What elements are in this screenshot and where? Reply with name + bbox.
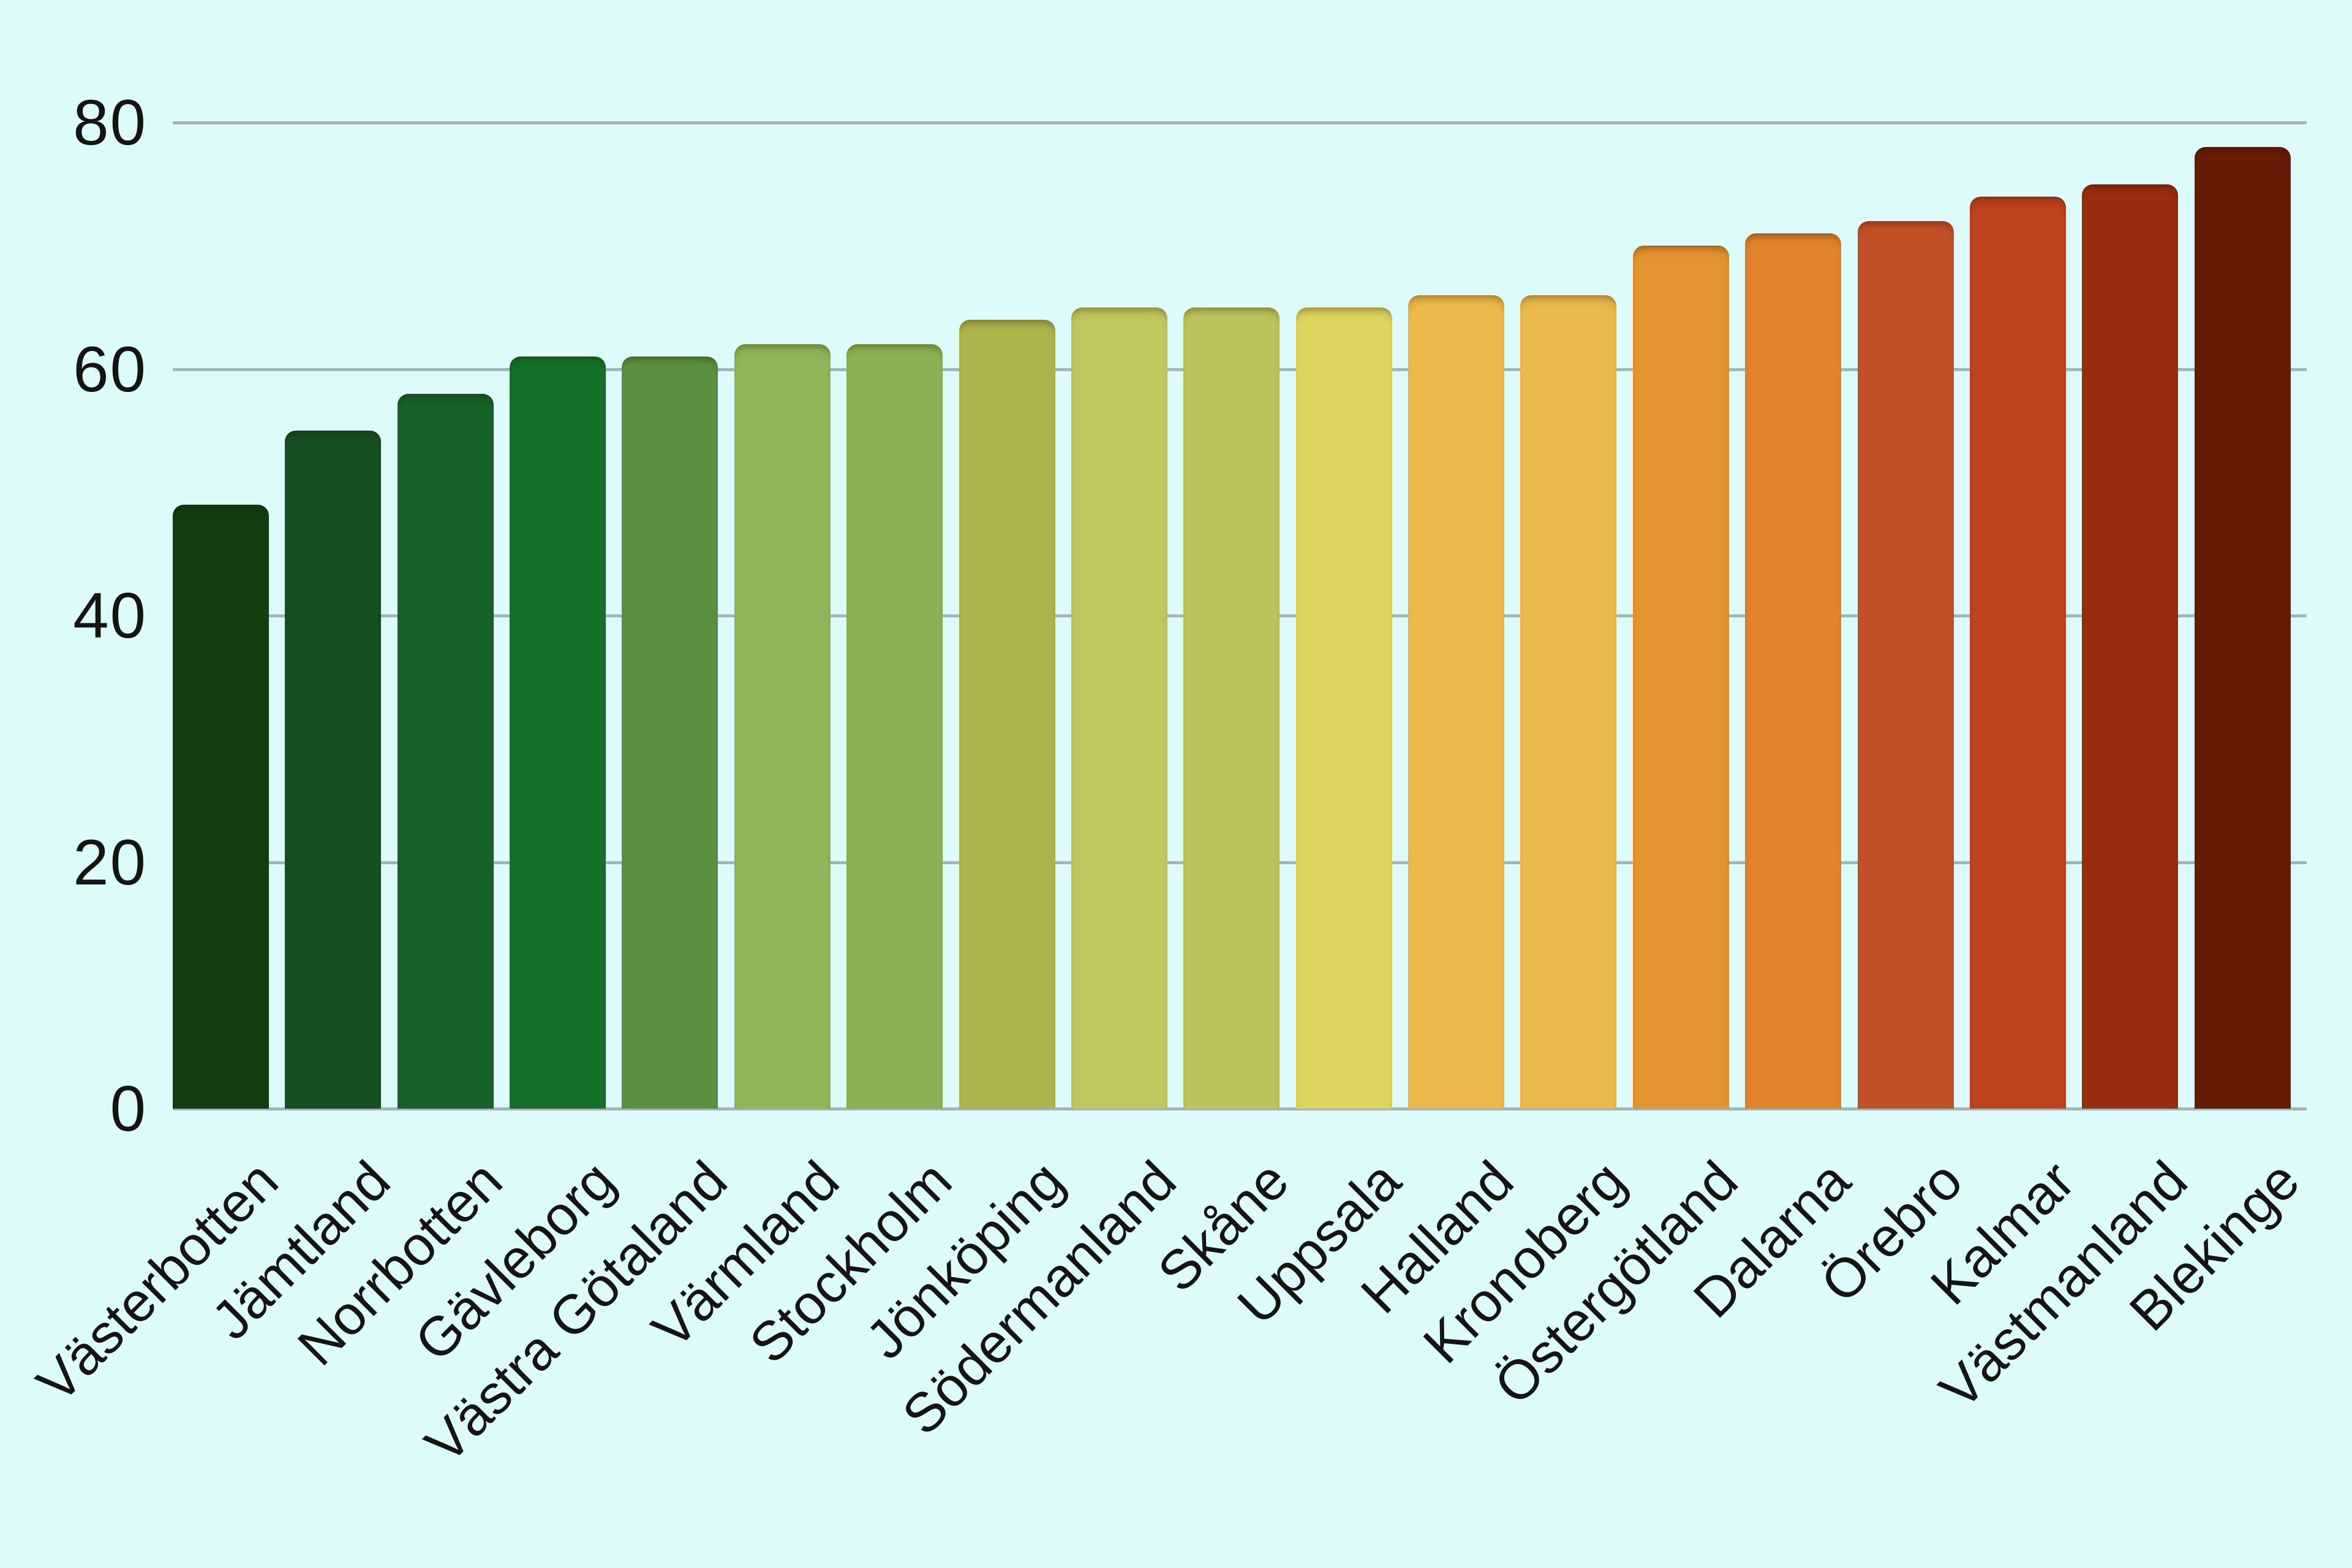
y-axis-tick-label: 40 <box>73 580 147 652</box>
bar-s-dermanland <box>1071 307 1167 1109</box>
y-axis-tick-label: 20 <box>73 826 147 899</box>
bar-halland <box>1408 295 1504 1109</box>
bar--sterg-tland <box>1633 246 1729 1109</box>
bar-v-stmanland <box>2082 184 2178 1109</box>
bar--rebro <box>1858 221 1954 1109</box>
bar-stockholm <box>846 344 943 1109</box>
y-axis-tick-label: 80 <box>73 87 147 159</box>
bar-sk-ne <box>1183 307 1280 1109</box>
y-axis-tick-label: 60 <box>73 333 147 405</box>
bar-v-rmland <box>734 344 831 1109</box>
bar-g-vleborg <box>510 356 606 1109</box>
y-axis-tick-label: 0 <box>110 1073 147 1145</box>
bar-kronoberg <box>1520 295 1616 1109</box>
bar-uppsala <box>1296 307 1392 1109</box>
gridline-y0 <box>173 1107 2307 1110</box>
gridline-y80 <box>173 121 2307 124</box>
bar-j-nk-ping <box>959 320 1055 1109</box>
bar-kalmar <box>1970 197 2066 1109</box>
bar-v-stra-g-taland <box>622 356 718 1109</box>
bar-v-sterbotten <box>173 505 269 1109</box>
bar-dalarna <box>1745 233 1841 1109</box>
bar-j-mtland <box>285 431 381 1109</box>
bar-norrbotten <box>398 394 494 1109</box>
bar-blekinge <box>2195 147 2291 1109</box>
